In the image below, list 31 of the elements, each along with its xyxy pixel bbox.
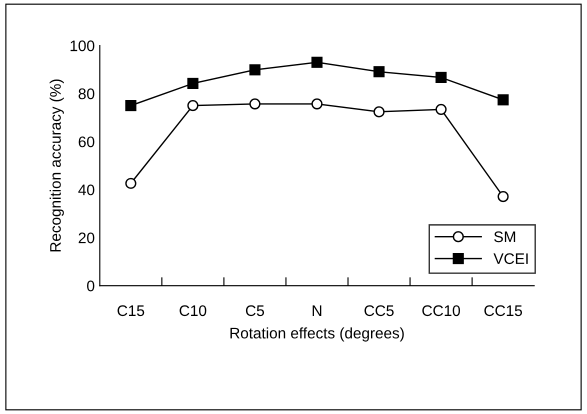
y-tick-label: 20 [78,232,94,244]
point [249,98,260,110]
point [373,66,385,78]
point [498,94,509,106]
point [125,178,136,189]
y-tick-label: 60 [78,136,94,148]
y-tick-label: 0 [87,280,94,292]
point [187,100,198,112]
y-tick-label: 80 [78,88,94,100]
point [187,78,198,90]
point [436,72,447,84]
y-tick-label: 40 [78,184,94,196]
x-axis-title: Rotation effects (degrees) [230,327,404,342]
point [125,100,136,112]
point [498,191,509,202]
x-tick-label: C10 [180,305,206,316]
x-tick-label: N [312,305,322,316]
point [249,64,260,76]
x-tick-label: CC10 [422,305,460,316]
legend-label: SM [494,231,516,242]
x-tick-label: C15 [118,305,144,316]
point [311,98,323,110]
point [373,106,385,118]
x-tick-label: CC5 [364,305,394,316]
y-tick-label: 100 [70,40,94,52]
point [436,104,447,115]
x-tick-label: C5 [246,305,264,316]
point [311,56,323,68]
legend-label: VCEI [494,253,528,264]
x-tick-label: CC15 [484,305,522,316]
y-axis-title: Recognition accuracy (%) [50,80,64,252]
